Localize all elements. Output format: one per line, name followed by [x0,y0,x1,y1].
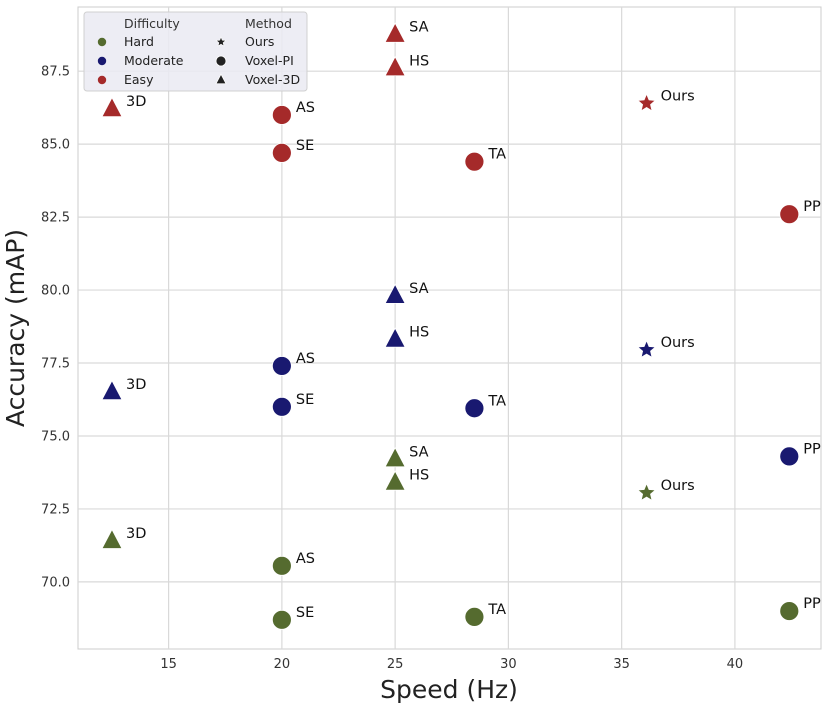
data-point-label: HS [409,325,429,341]
data-point-star [637,483,656,501]
data-point-label: SA [409,444,428,460]
legend-box [83,11,308,92]
tick-labels: 15 20 25 30 35 40 70.0 72.5 75.0 77.5 80.0 82.5 85.0… [41,65,743,672]
x-tick-label: 40 [727,657,744,672]
data-point-label: SE [296,392,314,408]
data-marks: 3D AS SE SA HS TA Ours PP 3D AS SE SA HS TA Ours PP 3D AS… [101,20,821,630]
data-point-triangle [101,528,123,549]
data-point-label: SE [296,605,314,621]
data-point-circle [271,609,292,630]
data-point-circle [779,601,800,621]
plot-area [77,6,822,650]
data-point-label: SA [409,281,428,297]
legend-difficulty-title: Difficulty [124,16,180,31]
data-point-label: SE [296,138,314,154]
grid-lines [78,7,821,649]
x-tick-label: 35 [613,657,630,672]
data-point-triangle [384,446,406,468]
x-tick-label: 30 [500,657,517,672]
data-point-label: 3D [126,94,146,110]
legend-label: Ours [245,34,274,49]
data-point-triangle [101,96,123,118]
data-point-label: PP [803,441,821,457]
data-point-label: AS [296,351,315,367]
legend-marker-moderate [97,56,107,66]
y-tick-label: 77.5 [41,357,70,372]
y-tick-label: 80.0 [41,284,70,299]
data-point-triangle [384,22,406,43]
data-point-triangle [384,55,406,77]
data-point-label: PP [803,199,821,215]
data-point-label: Ours [661,335,695,351]
legend-method-title: Method [245,16,292,31]
data-point-label: TA [487,602,506,618]
data-point-star [637,93,656,112]
data-point-circle [464,607,485,627]
data-point-label: 3D [126,377,146,393]
data-point-circle [779,204,800,225]
data-point-circle [271,396,292,417]
data-point-label: Ours [661,478,695,494]
x-tick-label: 20 [274,657,291,672]
data-point-circle [464,398,485,419]
data-point-label: AS [296,100,315,116]
data-point-label: Ours [661,88,695,104]
data-point-triangle [384,283,406,304]
y-tick-label: 70.0 [41,575,70,590]
data-point-star [637,340,656,358]
x-axis-title: Speed (Hz) [380,675,518,704]
x-tick-label: 15 [160,657,177,672]
data-point-circle [271,555,292,576]
legend-label: Voxel-3D [245,72,300,87]
legend-marker-triangle [215,73,227,85]
data-point-label: TA [487,147,506,163]
x-tick-label: 25 [387,657,404,672]
y-tick-label: 72.5 [41,502,70,517]
data-point-circle [464,151,485,172]
data-point-label: TA [487,393,506,409]
data-point-circle [779,446,800,467]
y-tick-label: 75.0 [41,429,70,444]
y-tick-label: 82.5 [41,211,70,226]
data-point-label: HS [409,53,429,69]
legend-label: Voxel-PI [245,53,294,68]
legend-marker-circle [215,55,227,67]
legend-label: Easy [124,72,154,87]
data-point-label: AS [296,551,315,567]
legend-marker-easy [97,75,107,85]
y-axis-title: Accuracy (mAP) [1,229,30,427]
legend-label: Hard [124,34,154,49]
data-point-label: SA [409,20,428,36]
legend-marker-star [215,36,227,47]
data-point-circle [271,356,292,376]
data-point-circle [271,143,292,163]
y-tick-label: 85.0 [41,138,70,153]
data-point-triangle [384,470,406,491]
legend-label: Moderate [124,53,184,68]
data-point-triangle [101,379,123,401]
legend-marker-hard [97,37,107,47]
data-point-circle [271,105,292,125]
y-tick-label: 87.5 [41,65,70,80]
data-point-label: PP [803,596,821,612]
data-point-triangle [384,327,406,348]
data-point-label: 3D [126,526,146,542]
data-point-label: HS [409,468,429,484]
legend: Difficulty Method Hard Moderate Easy Ours Voxe… [83,11,308,92]
